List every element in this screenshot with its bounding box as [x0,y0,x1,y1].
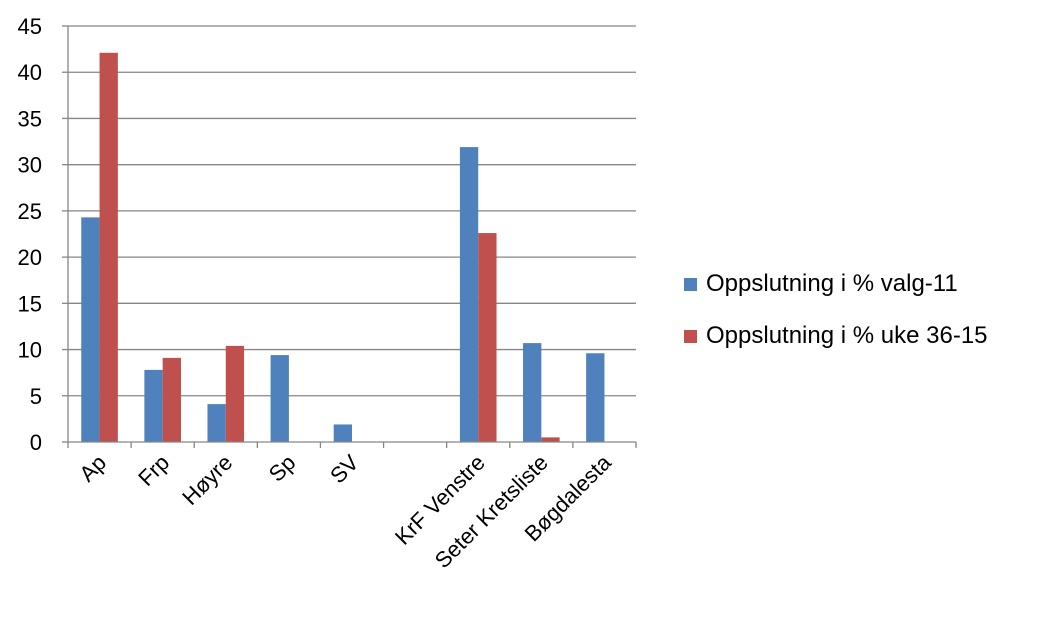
bar [207,404,226,442]
y-tick-label: 20 [18,245,42,270]
bar [225,345,245,442]
y-tick-label: 35 [18,106,42,131]
axes [62,25,637,448]
y-tick-label: 40 [18,60,42,85]
bar [586,353,605,442]
y-tick-label: 5 [30,384,42,409]
legend-swatch [684,330,697,343]
x-tick-label: Sp [264,450,301,487]
bar [459,147,479,442]
y-tick-label: 45 [18,14,42,39]
bar [541,437,560,442]
bar [523,343,542,442]
bar [270,355,289,442]
y-tick-label: 0 [30,430,42,455]
x-tick-label: Frp [133,450,174,491]
y-tick-label: 25 [18,199,42,224]
x-tick-label: Høyre [177,450,237,510]
y-tick-label: 30 [18,153,42,178]
bars [81,52,605,442]
legend-label: Oppslutning i % valg-11 [706,270,958,297]
bar [333,424,352,442]
x-tick-label: Ap [74,450,111,487]
x-tick-label: Seter Kretsliste [430,450,553,573]
gridlines [68,25,636,397]
legend-label: Oppslutning i % uke 36-15 [706,322,988,349]
y-tick-label: 15 [18,291,42,316]
x-tick-label: SV [325,450,364,489]
bar [162,357,181,442]
bar [478,233,497,442]
bar [99,52,118,442]
bar [144,369,163,442]
legend: Oppslutning i % valg-11 Oppslutning i % u… [684,270,988,349]
y-tick-label: 10 [18,338,42,363]
legend-swatch [684,278,697,291]
bar [81,217,100,442]
y-tick-labels: 0 5 10 15 20 25 30 35 40 45 [18,14,42,455]
